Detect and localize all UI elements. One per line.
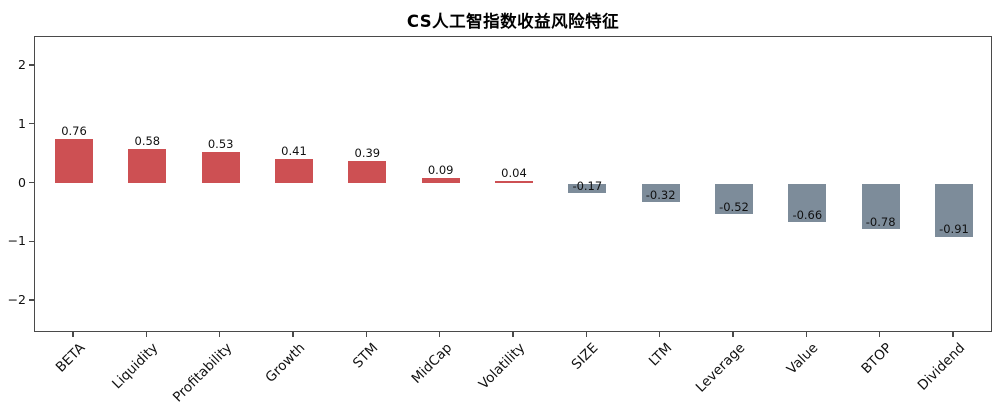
x-tick-label: Value xyxy=(784,340,822,378)
bar xyxy=(788,183,827,223)
bar-value-label: 0.04 xyxy=(501,166,527,181)
y-tick-label: −2 xyxy=(7,292,26,307)
bar-value-label: -0.78 xyxy=(865,214,896,229)
bar xyxy=(934,183,973,237)
x-tick-label: STM xyxy=(350,340,382,372)
bar xyxy=(568,183,607,194)
x-tick-mark xyxy=(365,332,368,337)
bar-value-label: -0.32 xyxy=(645,187,676,202)
x-tick-mark xyxy=(658,332,661,337)
y-tick-label: −1 xyxy=(7,233,26,249)
bar xyxy=(348,160,387,184)
bar xyxy=(128,149,167,184)
x-tick-mark xyxy=(805,332,808,337)
x-tick-label: Growth xyxy=(262,340,309,386)
x-tick-mark xyxy=(292,332,294,337)
bar xyxy=(274,159,313,184)
x-tick-mark xyxy=(145,332,148,337)
bar xyxy=(494,181,533,184)
x-tick-label: BTOP xyxy=(858,340,895,377)
x-tick-label: Leverage xyxy=(692,340,749,396)
plot-area: 0.76 0.58 0.53 0.41 0.39 0.09 0.04 -0.17 -0.32 -0… xyxy=(34,36,992,332)
bar-value-label: 0.53 xyxy=(207,137,234,152)
bar-value-label: -0.66 xyxy=(792,207,823,222)
y-tick-mark xyxy=(29,64,34,66)
x-tick-mark xyxy=(218,332,221,337)
bar-value-label: 0.58 xyxy=(134,134,161,149)
y-tick-mark xyxy=(29,299,34,301)
y-tick-mark xyxy=(29,123,34,125)
bar xyxy=(714,183,753,215)
bar-value-label: 0.09 xyxy=(427,163,454,178)
bar-value-label: 0.39 xyxy=(354,145,381,160)
x-tick-mark xyxy=(585,332,588,337)
x-tick-mark xyxy=(732,332,734,337)
x-tick-label: Liquidity xyxy=(109,340,162,393)
bar-value-label: 0.76 xyxy=(61,123,87,138)
x-tick-label: LTM xyxy=(645,340,675,370)
bar xyxy=(641,183,680,203)
bar-value-label: -0.91 xyxy=(939,222,969,237)
x-tick-label: Volatility xyxy=(475,340,529,393)
x-tick-mark xyxy=(878,332,881,337)
bar xyxy=(421,178,460,184)
bar-value-label: 0.41 xyxy=(281,144,307,159)
bar-value-label: -0.17 xyxy=(572,178,603,193)
y-tick-label: 2 xyxy=(18,57,26,72)
x-tick-mark xyxy=(952,332,954,337)
x-tick-label: Dividend xyxy=(914,340,969,394)
y-tick-label: 0 xyxy=(18,174,26,190)
x-tick-label: MidCap xyxy=(408,340,455,387)
bar xyxy=(201,152,240,184)
x-tick-label: BETA xyxy=(52,340,89,376)
x-tick-label: Profitability xyxy=(169,340,235,406)
bar xyxy=(861,183,900,230)
x-tick-label: SIZE xyxy=(568,340,602,373)
x-tick-mark xyxy=(438,332,441,337)
x-tick-mark xyxy=(512,332,514,337)
y-tick-mark xyxy=(29,240,34,242)
x-tick-mark xyxy=(72,332,74,337)
bar xyxy=(55,138,93,184)
bar-value-label: -0.52 xyxy=(719,199,749,214)
chart-title: CS人工智指数收益风险特征 xyxy=(406,12,620,31)
y-tick-label: 1 xyxy=(18,115,26,131)
y-tick-mark xyxy=(29,181,34,184)
